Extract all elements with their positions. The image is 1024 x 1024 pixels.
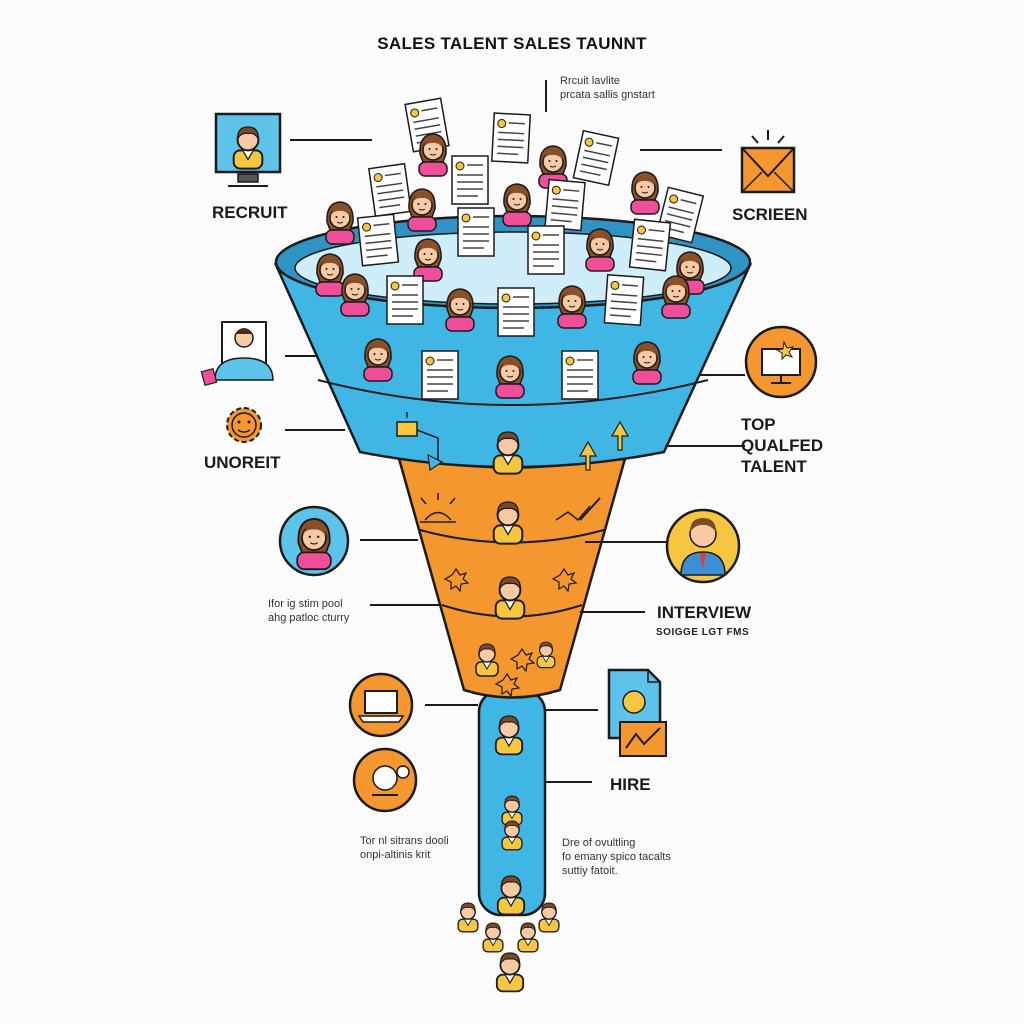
unoreit-label: UNOREIT: [204, 453, 281, 472]
right-bottom-note: Dre of ovultling fo emany spico tacalts …: [562, 837, 671, 877]
laptop-icon: [348, 672, 414, 738]
document-chart-icon: [607, 668, 667, 757]
left-middle-note: Ifor ig stim pool ahg patloc cturry: [268, 598, 350, 624]
pen-chart-icon: [555, 497, 601, 522]
funnel-orange-section: [396, 453, 628, 699]
lightbulb-icon: [396, 412, 444, 472]
envelope-icon: [740, 130, 796, 194]
recruit-label: RECRUIT: [212, 203, 288, 222]
leader-lines: [285, 80, 745, 783]
hire-label: HIRE: [610, 775, 651, 794]
gear-face-icon: [226, 407, 262, 443]
funnel-inner-icons: [396, 412, 630, 916]
computer-person-icon: [214, 112, 282, 187]
top-note: Rrcuit lavlite prcata sallis gnstart: [560, 75, 655, 101]
profile-card-icon: [200, 321, 274, 387]
sun-idea-icon: [420, 493, 456, 523]
hired-group: [457, 902, 560, 993]
title: SALES TALENT SALES TAUNNT: [377, 34, 647, 53]
interview-sublabel: SOIGGE LGT FMS: [656, 627, 750, 638]
sparkle-icons: [443, 567, 578, 698]
woman-avatar-icon: [278, 505, 350, 577]
screen-label: SCRIEEN: [732, 205, 808, 224]
handshake-icon: [352, 747, 418, 813]
man-avatar-icon: [665, 508, 741, 584]
monitor-icon: [744, 325, 818, 399]
interview-label: INTERVIEW: [657, 603, 752, 622]
top-qualified-label: TOP QUALFED TALENT: [741, 415, 824, 476]
left-bottom-note: Tor nl sitrans dooli onpi-altinis krit: [360, 835, 449, 861]
arrow-up-icon: [578, 420, 630, 471]
